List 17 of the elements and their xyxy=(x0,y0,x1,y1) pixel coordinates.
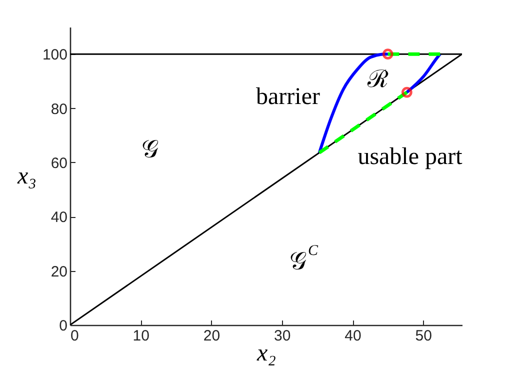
x-tick-label: 20 xyxy=(203,328,220,344)
y-tick-label: 40 xyxy=(50,209,68,226)
y-tick-label: 100 xyxy=(42,46,68,64)
annotation: usable part xyxy=(358,144,463,170)
y-axis-title: x₃ xyxy=(16,164,36,190)
annotation: 𝒢 xyxy=(142,137,158,163)
y-tick-label: 60 xyxy=(50,154,68,172)
x-tick-label: 50 xyxy=(415,328,432,344)
x-tick-label: 0 xyxy=(70,328,79,344)
x-tick-label: 40 xyxy=(344,328,362,344)
y-tick-label: 80 xyxy=(50,100,68,118)
y-tick-label: 20 xyxy=(50,263,68,280)
annotation: ℛ xyxy=(366,67,388,93)
annotation: barrier xyxy=(256,84,320,110)
x-tick-label: 30 xyxy=(274,328,291,344)
x-axis-title: x₂ xyxy=(256,340,276,366)
x-tick-label: 10 xyxy=(132,328,150,344)
